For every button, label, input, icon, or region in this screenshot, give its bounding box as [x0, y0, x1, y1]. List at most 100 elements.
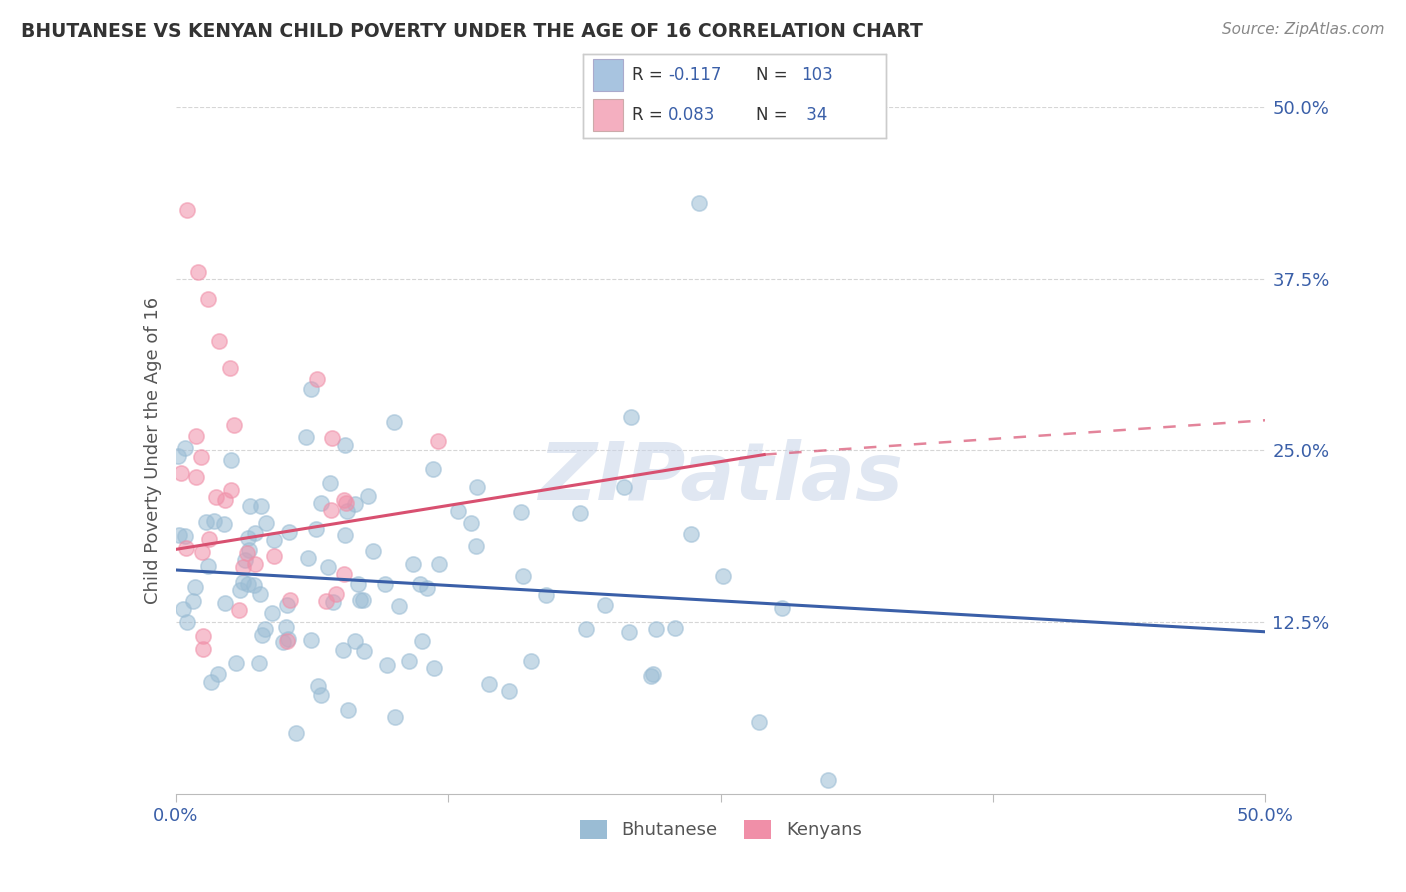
Point: [236, 546, 259, 560]
Point: [176, 203, 198, 218]
Point: [536, 588, 558, 602]
Point: [184, 429, 207, 443]
Point: [249, 587, 271, 601]
Text: 103: 103: [801, 66, 832, 84]
Point: [278, 524, 301, 539]
Point: [172, 601, 194, 615]
Point: [198, 533, 221, 547]
Point: [200, 675, 222, 690]
Point: [307, 680, 329, 694]
Text: ZIPatlas: ZIPatlas: [538, 439, 903, 517]
Point: [398, 654, 420, 668]
Point: [382, 415, 405, 429]
Point: [254, 516, 277, 530]
Point: [197, 293, 219, 307]
Point: [333, 492, 356, 507]
Point: [208, 334, 231, 348]
Point: [375, 658, 398, 673]
Point: [214, 492, 236, 507]
Point: [321, 431, 343, 445]
Point: [319, 503, 342, 517]
Text: Source: ZipAtlas.com: Source: ZipAtlas.com: [1222, 22, 1385, 37]
Point: [416, 581, 439, 595]
Point: [252, 628, 274, 642]
Point: [305, 522, 328, 536]
Point: [643, 666, 665, 681]
Point: [664, 621, 686, 635]
Point: [184, 580, 207, 594]
Point: [512, 569, 534, 583]
FancyBboxPatch shape: [592, 59, 623, 91]
Point: [569, 506, 592, 520]
Point: [277, 632, 299, 647]
Y-axis label: Child Poverty Under the Age of 16: Child Poverty Under the Age of 16: [143, 297, 162, 604]
Point: [332, 643, 354, 657]
Point: [361, 544, 384, 558]
Point: [336, 504, 359, 518]
Point: [509, 505, 531, 519]
FancyBboxPatch shape: [592, 99, 623, 131]
Point: [427, 434, 450, 448]
Point: [243, 578, 266, 592]
Point: [222, 418, 245, 433]
Point: [423, 661, 446, 675]
Point: [193, 629, 215, 643]
Text: 0.083: 0.083: [668, 106, 716, 124]
Point: [384, 709, 406, 723]
Point: [352, 592, 374, 607]
Point: [174, 541, 197, 555]
Point: [299, 383, 322, 397]
Point: [232, 574, 254, 589]
Point: [411, 633, 433, 648]
Point: [346, 577, 368, 591]
Text: 34: 34: [801, 106, 828, 124]
Point: [205, 490, 228, 504]
Point: [297, 550, 319, 565]
Point: [276, 598, 298, 612]
Point: [238, 542, 260, 557]
Point: [498, 684, 520, 698]
Point: [322, 595, 344, 609]
Point: [284, 726, 307, 740]
Point: [263, 533, 285, 547]
Point: [239, 500, 262, 514]
Point: [374, 577, 396, 591]
Point: [711, 568, 734, 582]
Point: [219, 483, 242, 498]
Point: [186, 265, 209, 279]
Text: N =: N =: [756, 106, 787, 124]
Point: [333, 528, 356, 542]
Point: [219, 453, 242, 467]
Point: [181, 594, 204, 608]
Point: [336, 703, 359, 717]
Point: [263, 549, 285, 563]
Point: [191, 642, 214, 657]
Point: [195, 516, 218, 530]
Point: [478, 677, 501, 691]
Point: [620, 409, 643, 424]
Point: [243, 558, 266, 572]
Point: [262, 607, 284, 621]
Text: -0.117: -0.117: [668, 66, 721, 84]
Point: [299, 633, 322, 648]
Point: [640, 669, 662, 683]
Text: R =: R =: [631, 66, 662, 84]
Point: [238, 531, 260, 545]
Point: [464, 540, 486, 554]
Point: [465, 480, 488, 494]
Point: [318, 560, 340, 574]
Point: [349, 592, 371, 607]
Point: [190, 450, 212, 465]
Point: [353, 643, 375, 657]
Point: [191, 545, 214, 559]
Point: [174, 528, 197, 542]
Point: [613, 480, 636, 494]
Point: [236, 577, 259, 591]
Point: [335, 495, 357, 509]
Point: [575, 622, 598, 636]
Point: [228, 583, 250, 598]
Point: [197, 558, 219, 573]
Point: [247, 656, 270, 670]
Point: [173, 442, 195, 456]
Point: [278, 593, 301, 607]
